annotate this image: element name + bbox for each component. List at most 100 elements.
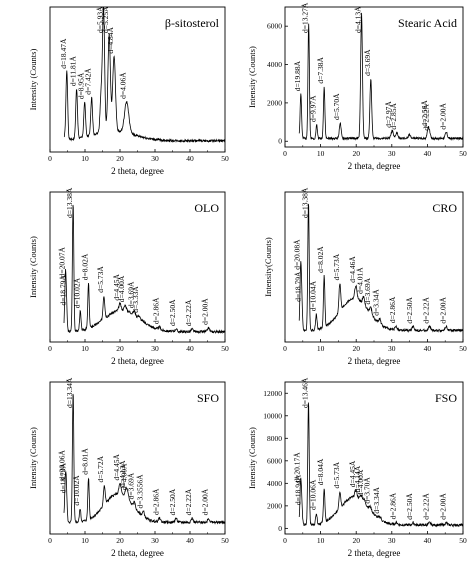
- y-tick-label: 2000: [267, 98, 282, 107]
- x-tick-label: 20: [352, 149, 360, 158]
- x-tick-label: 30: [388, 344, 396, 353]
- peak-label: d=18.79Å: [294, 271, 303, 302]
- peak-label: d=18.79Å: [58, 462, 67, 493]
- peak-label: d=18.47Å: [59, 38, 68, 69]
- peak-label: d=4.13Å: [354, 6, 363, 33]
- x-tick-label: 30: [388, 149, 396, 158]
- peak-label: d=2.50Å: [168, 488, 177, 515]
- chart-title: β-sitosterol: [165, 16, 220, 30]
- chart-panel-1: 0 10 20 30 40 50 0 2000 4000 6000 2 theta, degree I…: [247, 2, 467, 171]
- x-tick-label: 20: [352, 344, 360, 353]
- x-tick-label: 0: [48, 536, 52, 545]
- chart-panel-3: 0 10 20 30 40 50 2 theta, degree Intensity(Coun…: [263, 187, 467, 366]
- peak-label: d=5.93Å: [96, 6, 105, 33]
- y-tick-label: 6000: [267, 456, 282, 465]
- chart-title: FSO: [435, 391, 457, 405]
- peak-label: d=2.86Å: [388, 296, 397, 323]
- peak-label: d=2.86Å: [388, 492, 397, 519]
- peak-label: d=20.06Å: [57, 449, 66, 480]
- chart-title: OLO: [194, 201, 219, 215]
- x-tick-label: 10: [81, 536, 89, 545]
- chart-panel-0: 0 10 20 30 40 50 2 theta, degree Intensity (Cou…: [28, 6, 229, 176]
- x-tick-label: 30: [388, 536, 396, 545]
- x-axis-label: 2 theta, degree: [111, 166, 164, 176]
- x-axis-label: 2 theta, degree: [348, 548, 401, 558]
- peak-label: d=3.3556Å: [135, 474, 144, 509]
- peak-label: d=2.50Å: [168, 299, 177, 326]
- peak-label: d=4.46Å: [348, 256, 357, 283]
- peak-label: d=2.00Å: [438, 103, 447, 130]
- y-tick-label: 4000: [267, 60, 282, 69]
- chart-panel-4: 0 10 20 30 40 50 2 theta, degree Intensity (Cou…: [28, 377, 229, 558]
- peak-label: d=3.33Å: [131, 286, 140, 313]
- x-tick-label: 40: [186, 536, 194, 545]
- x-tick-label: 10: [317, 536, 325, 545]
- x-tick-label: 50: [221, 536, 229, 545]
- peak-label: d=13.34Å: [65, 377, 74, 408]
- peak-label: d=2.00Å: [438, 493, 447, 520]
- x-tick-label: 40: [424, 536, 432, 545]
- peak-label: d=13.27Å: [301, 2, 310, 33]
- peak-label: d=3.69Å: [126, 281, 135, 308]
- x-axis-label: 2 theta, degree: [348, 356, 401, 366]
- peak-label: d=4.00Å: [117, 275, 126, 302]
- chart-title: SFO: [197, 391, 219, 405]
- peak-label: d=10.02Å: [72, 475, 81, 506]
- x-axis-label: 2 theta, degree: [348, 161, 401, 171]
- x-tick-label: 50: [221, 344, 229, 353]
- peak-label: d=5.73Å: [332, 253, 341, 280]
- peak-label: d=10.06Å: [308, 479, 317, 510]
- x-tick-label: 0: [283, 149, 287, 158]
- x-tick-label: 10: [81, 344, 89, 353]
- x-tick-label: 30: [151, 536, 159, 545]
- y-tick-label: 8000: [267, 434, 282, 443]
- peak-label: d=5.73Å: [96, 266, 105, 293]
- y-tick-label: 6000: [267, 22, 282, 31]
- peak-label: d=4.01Å: [356, 267, 365, 294]
- peak-label: d=18.94Å: [294, 474, 303, 505]
- y-tick-label: 0: [278, 524, 282, 533]
- x-tick-label: 40: [424, 149, 432, 158]
- peak-label: d=2.22Å: [422, 493, 431, 520]
- peak-label: d=2.22Å: [422, 297, 431, 324]
- y-axis-label: Intensity (Counts): [28, 427, 38, 489]
- chart-panel-2: 0 10 20 30 40 50 2 theta, degree Intensity (Cou…: [28, 187, 229, 366]
- peak-label: d=8.02Å: [81, 253, 90, 280]
- y-tick-label: 4000: [267, 479, 282, 488]
- peak-label: d=8.02Å: [316, 246, 325, 273]
- peak-label: d=2.00Å: [438, 297, 447, 324]
- peak-label: d=10.04Å: [308, 280, 317, 311]
- peak-label: d=2.22Å: [184, 488, 193, 515]
- peak-label: d=11.81Å: [69, 55, 78, 86]
- x-tick-label: 50: [459, 149, 467, 158]
- x-axis-label: 2 theta, degree: [111, 548, 164, 558]
- peak-label: d=2.97Å: [384, 101, 393, 128]
- peak-label: d=7.42Å: [84, 68, 93, 95]
- x-tick-label: 50: [221, 154, 229, 163]
- x-axis-label: 2 theta, degree: [111, 356, 164, 366]
- y-axis-label: Intensity (Counts): [28, 236, 38, 298]
- peak-label: d=13.38Å: [65, 187, 74, 218]
- peak-label: d=8.95Å: [77, 72, 86, 99]
- peak-label: d=9.97Å: [309, 95, 318, 122]
- x-tick-label: 50: [459, 536, 467, 545]
- peak-label: d=2.00Å: [201, 298, 210, 325]
- x-tick-label: 0: [48, 344, 52, 353]
- peak-label: d=3.34Å: [372, 487, 381, 514]
- peak-label: d=4.06Å: [119, 72, 128, 99]
- diffraction-trace: [298, 203, 464, 333]
- chart-title: Stearic Acid: [398, 16, 457, 30]
- x-tick-label: 0: [283, 344, 287, 353]
- peak-label: d=2.22Å: [184, 299, 193, 326]
- diffraction-trace: [63, 6, 226, 144]
- peak-label: d=4.13Å: [118, 460, 127, 487]
- peak-label: d=2.50Å: [405, 297, 414, 324]
- peak-label: d=2.85Å: [389, 103, 398, 130]
- peak-label: d=4.14Å: [353, 465, 362, 492]
- y-tick-label: 2000: [267, 501, 282, 510]
- peak-label: d=7.38Å: [316, 56, 325, 83]
- x-tick-label: 0: [48, 154, 52, 163]
- diffraction-trace: [298, 402, 464, 528]
- y-axis-label: Intensity (Counts): [247, 427, 257, 489]
